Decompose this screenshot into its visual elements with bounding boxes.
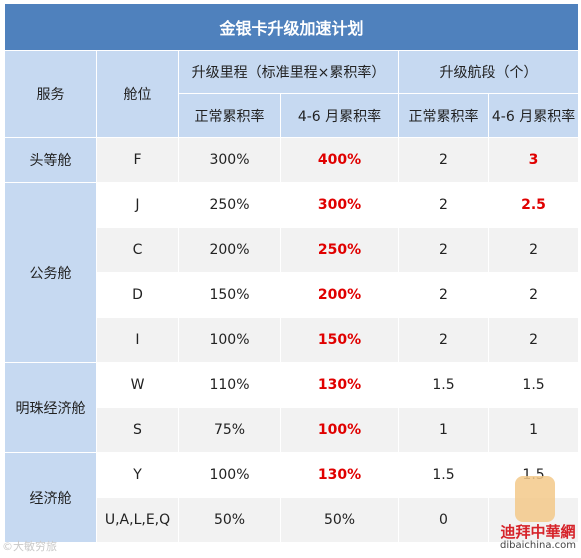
promo-rate-cell: 100% [280,407,399,453]
normal-segment-cell: 2 [398,317,489,363]
promo-segment-cell: 1.5 [487,362,580,408]
normal-segment-cell: 2 [398,272,489,318]
normal-rate-cell: 100% [178,317,281,363]
normal-rate-cell: 100% [178,452,281,498]
cabin-cell: J [96,182,179,228]
table-row: 经济舱 Y 100% 130% 1.5 1.5 [4,452,580,543]
cabin-cell: D [96,272,179,318]
table-title: 金银卡升级加速计划 [3,3,580,51]
normal-segment-cell: 1.5 [398,452,489,498]
service-first: 头等舱 [4,137,97,183]
table-row: 公务舱 J 250% 300% 2 2.5 [4,182,580,363]
promo-segment-cell: 2.5 [487,182,580,228]
promo-segment-cell: 2 [487,317,580,363]
cabin-cell: U,A,L,E,Q [96,497,179,543]
segment-group-header: 升级航段（个） [397,50,580,94]
normal-segment-cell: 2 [398,137,489,183]
normal-segment-cell: 2 [398,227,489,273]
watermark-site-name: 迪拜中華網 [500,523,576,541]
service-premium-economy: 明珠经济舱 [4,362,97,453]
normal-segment-header: 正常累积率 [398,93,489,138]
normal-segment-cell: 2 [398,182,489,228]
service-header: 服务 [4,50,97,138]
logo-badge-icon [515,476,555,522]
promo-rate-cell: 250% [280,227,399,273]
table-row: I 100% 150% 2 2 [4,317,580,363]
normal-rate-cell: 200% [178,227,281,273]
table-row: C 200% 250% 2 2 [4,227,580,273]
promo-rate-cell: 130% [280,452,399,498]
normal-rate-cell: 75% [178,407,281,453]
promo-rate-cell: 50% [280,497,399,543]
normal-rate-cell: 300% [178,137,281,183]
table-row: 头等舱 F 300% 400% 2 3 [4,137,580,183]
watermark-site-url: dibaichina.com [500,540,576,551]
cabin-cell: S [96,407,179,453]
promo-segment-cell: 3 [487,137,580,183]
table-row: D 150% 200% 2 2 [4,272,580,318]
normal-rate-cell: 250% [178,182,281,228]
promo-segment-header: 4-6 月累积率 [487,93,580,138]
table-row: U,A,L,E,Q 50% 50% 0 [4,497,580,543]
normal-rate-cell: 50% [178,497,281,543]
cabin-cell: I [96,317,179,363]
normal-rate-cell: 110% [178,362,281,408]
promo-rate-cell: 130% [280,362,399,408]
promo-rate-cell: 200% [280,272,399,318]
mileage-group-header: 升级里程（标准里程×累积率） [178,50,399,94]
normal-segment-cell: 0 [398,497,489,543]
normal-segment-cell: 1.5 [398,362,489,408]
cabin-cell: Y [96,452,179,498]
promo-segment-cell: 2 [487,272,580,318]
promo-rate-cell: 300% [280,182,399,228]
watermark-left: ©大敏穷旅 [2,540,57,553]
cabin-cell: C [96,227,179,273]
promo-rate-cell: 150% [280,317,399,363]
normal-rate-header: 正常累积率 [178,93,281,138]
cabin-header: 舱位 [96,50,179,138]
service-business: 公务舱 [4,182,97,363]
cabin-cell: W [96,362,179,408]
table-row: S 75% 100% 1 1 [4,407,580,453]
cabin-cell: F [96,137,179,183]
normal-rate-cell: 150% [178,272,281,318]
promo-rate-cell: 400% [280,137,399,183]
table-row: 明珠经济舱 W 110% 130% 1.5 1.5 [4,362,580,453]
promo-rate-header: 4-6 月累积率 [280,93,399,138]
normal-segment-cell: 1 [398,407,489,453]
service-economy: 经济舱 [4,452,97,543]
promo-segment-cell: 2 [487,227,580,273]
watermark-logo: 迪拜中華網 dibaichina.com [497,476,579,552]
promo-segment-cell: 1 [487,407,580,453]
upgrade-plan-table: 金银卡升级加速计划 服务 舱位 升级里程（标准里程×累积率） 升级航段（个） 正… [3,3,580,543]
